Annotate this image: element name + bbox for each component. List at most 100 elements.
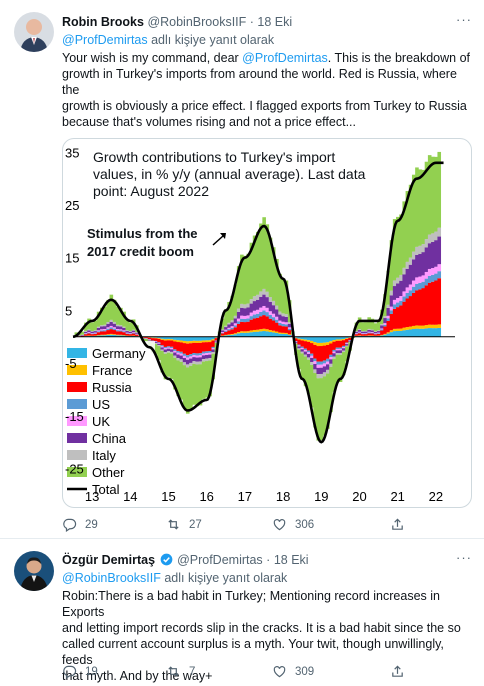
bar-segment bbox=[96, 327, 101, 331]
bar-segment bbox=[163, 352, 168, 354]
bar-segment bbox=[236, 323, 241, 333]
reply-button[interactable]: 19 bbox=[62, 664, 98, 679]
reply-mention-link[interactable]: @RobinBrooksIIF bbox=[62, 571, 161, 585]
bar-segment bbox=[408, 329, 413, 337]
bar-segment bbox=[115, 334, 120, 336]
bar-segment bbox=[125, 331, 130, 333]
bar-segment bbox=[319, 373, 324, 379]
bar-segment bbox=[176, 336, 180, 341]
text-mention-link[interactable]: @ProfDemirtas bbox=[242, 51, 328, 65]
bar-segment bbox=[427, 155, 432, 235]
avatar[interactable] bbox=[14, 12, 54, 52]
bar-segment bbox=[195, 361, 200, 365]
share-button[interactable] bbox=[390, 664, 405, 679]
user-name[interactable]: Özgür Demirtaş bbox=[62, 553, 156, 567]
retweet-button[interactable]: 27 bbox=[166, 517, 202, 532]
bar-segment bbox=[255, 317, 260, 330]
bar-segment bbox=[252, 296, 257, 302]
bar-segment bbox=[294, 338, 298, 342]
retweet-button[interactable]: 7 bbox=[166, 664, 195, 679]
bar-segment bbox=[185, 359, 190, 365]
x-tick-label: 21 bbox=[390, 489, 404, 504]
chart-image[interactable]: Germany France Russia US UK China Italy Other To… bbox=[62, 138, 472, 508]
bar-segment bbox=[303, 356, 308, 387]
bar-segment bbox=[402, 201, 407, 268]
bar-segment bbox=[185, 341, 190, 344]
bar-segment bbox=[227, 335, 231, 337]
bar-segment bbox=[348, 341, 352, 343]
share-button[interactable] bbox=[390, 517, 405, 532]
bar-segment bbox=[106, 323, 110, 328]
bar-segment bbox=[310, 353, 314, 356]
bar-segment bbox=[135, 334, 139, 336]
annotation-arrow bbox=[212, 235, 224, 246]
bar-segment bbox=[154, 340, 158, 342]
bar-segment bbox=[246, 303, 251, 308]
bar-segment bbox=[396, 331, 400, 337]
bar-segment bbox=[418, 276, 422, 283]
bar-segment bbox=[415, 290, 419, 326]
user-handle[interactable]: @ProfDemirtas bbox=[177, 553, 263, 567]
tweet-ozgur-demirtas[interactable]: Özgür Demirtaş @ProfDemirtas · 18 Eki ··… bbox=[0, 539, 484, 686]
bar-segment bbox=[310, 340, 314, 344]
bar-segment bbox=[185, 343, 190, 356]
tweet-content: Robin Brooks @RobinBrooksIIF · 18 Eki ··… bbox=[62, 12, 472, 532]
bar-segment bbox=[230, 320, 235, 323]
timestamp[interactable]: 18 Eki bbox=[257, 15, 293, 29]
tweet-robin-brooks[interactable]: Robin Brooks @RobinBrooksIIF · 18 Eki ··… bbox=[0, 0, 484, 538]
reply-button[interactable]: 29 bbox=[62, 517, 98, 532]
bar-segment bbox=[322, 363, 327, 367]
bar-segment bbox=[335, 340, 340, 348]
bar-segment bbox=[313, 363, 317, 370]
bar-segment bbox=[281, 321, 286, 324]
timestamp[interactable]: 18 Eki bbox=[273, 553, 309, 567]
retweet-count: 27 bbox=[189, 518, 202, 531]
bar-segment bbox=[335, 336, 340, 340]
bar-segment bbox=[201, 353, 206, 356]
bar-segment bbox=[348, 340, 352, 342]
reply-mention-link[interactable]: @ProfDemirtas bbox=[62, 33, 148, 47]
bar-segment bbox=[192, 336, 196, 341]
bar-segment bbox=[284, 326, 289, 333]
bar-segment bbox=[259, 296, 263, 308]
bar-segment bbox=[122, 326, 126, 328]
tweet-text-line: that myth. And by the way+ bbox=[62, 669, 213, 683]
bar-segment bbox=[278, 273, 282, 312]
bar-segment bbox=[128, 331, 133, 334]
bar-segment bbox=[437, 278, 442, 325]
bar-segment bbox=[402, 296, 407, 302]
bar-segment bbox=[109, 334, 114, 337]
like-button[interactable]: 309 bbox=[272, 664, 314, 679]
bar-segment bbox=[300, 340, 305, 347]
avatar[interactable] bbox=[14, 551, 54, 591]
bar-segment bbox=[100, 330, 104, 332]
bar-segment bbox=[255, 231, 260, 295]
bar-segment bbox=[240, 254, 244, 304]
bar-segment bbox=[275, 331, 279, 334]
bar-segment bbox=[236, 332, 241, 334]
bar-segment bbox=[326, 345, 330, 359]
tweet-actions: 19 7 309 bbox=[62, 664, 472, 682]
like-button[interactable]: 306 bbox=[272, 517, 314, 532]
more-icon[interactable]: ··· bbox=[456, 550, 472, 565]
more-icon[interactable]: ··· bbox=[456, 12, 472, 27]
user-handle[interactable]: @RobinBrooksIIF bbox=[147, 15, 247, 29]
bar-segment bbox=[411, 292, 416, 326]
chart-title: Growth contributions to Turkey's import … bbox=[93, 149, 365, 200]
bar-segment bbox=[364, 334, 368, 336]
bar-segment bbox=[163, 339, 168, 341]
bar-segment bbox=[252, 310, 257, 315]
bar-segment bbox=[370, 318, 375, 330]
bar-segment bbox=[316, 346, 321, 362]
bar-segment bbox=[103, 330, 107, 332]
bar-segment bbox=[170, 346, 174, 349]
x-tick-label: 17 bbox=[238, 489, 252, 504]
reply-context: @RobinBrooksIIF adlı kişiye yanıt olarak bbox=[62, 570, 472, 586]
bar-segment bbox=[106, 299, 110, 323]
bar-segment bbox=[109, 294, 114, 320]
user-name[interactable]: Robin Brooks bbox=[62, 15, 144, 29]
retweet-icon bbox=[168, 519, 179, 530]
x-tick-label: 16 bbox=[199, 489, 213, 504]
bar-segment bbox=[364, 331, 368, 333]
bar-segment bbox=[354, 331, 359, 334]
